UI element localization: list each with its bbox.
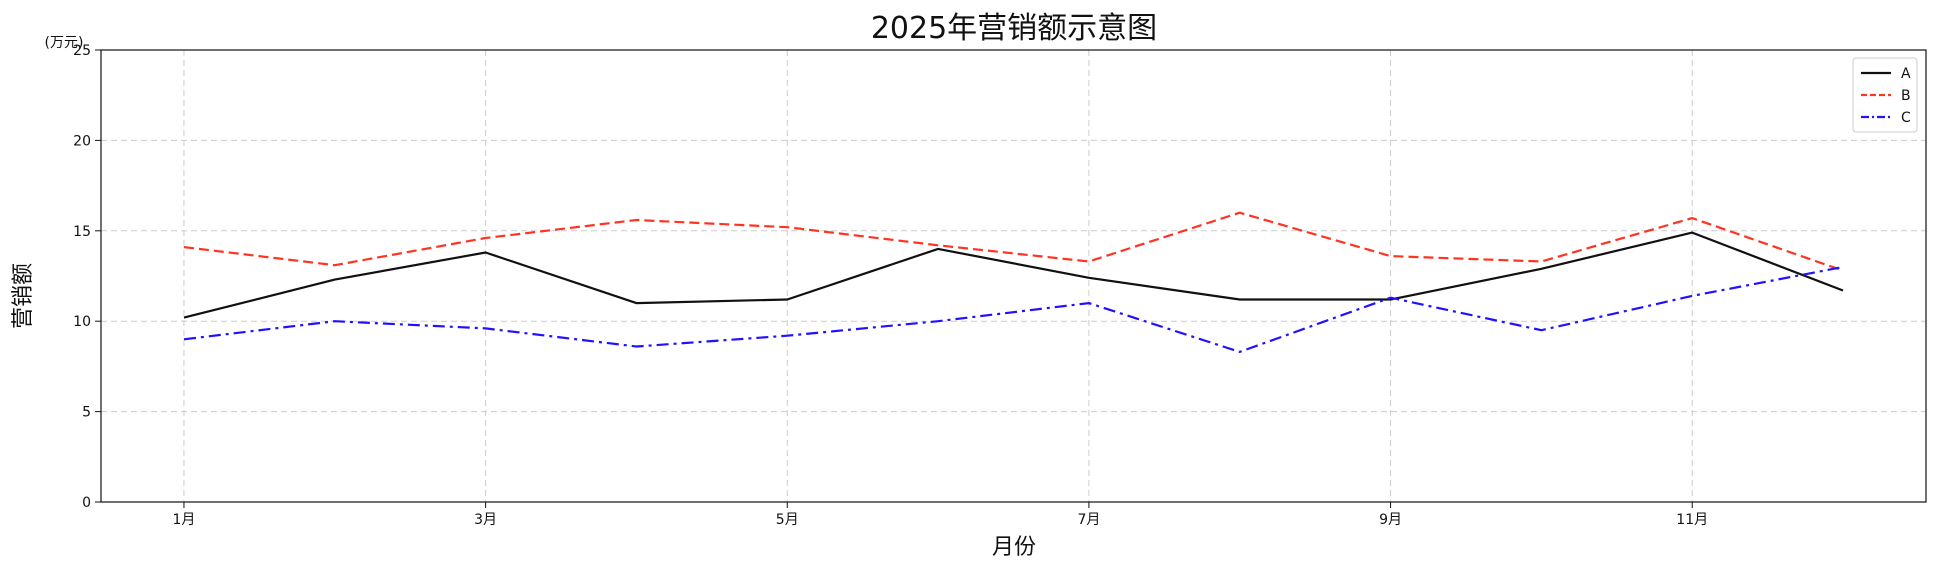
y-tick-label: 25 <box>73 43 91 59</box>
x-tick-label: 3月 <box>474 512 497 528</box>
chart-title: 2025年营销额示意图 <box>871 11 1157 46</box>
grid <box>101 49 1926 503</box>
plot-area-frame <box>100 49 1927 503</box>
x-tick-label: 11月 <box>1676 512 1708 528</box>
y-tick-label: 0 <box>82 495 91 511</box>
series-line-a <box>183 231 1844 319</box>
y-tick-label: 15 <box>73 224 91 240</box>
axis-ticks: 0 5 10 15 20 25 1月 3月 5月 7月 9月 11月 <box>73 43 1708 528</box>
y-axis-label: 营销额 <box>11 263 36 329</box>
y-tick-label: 20 <box>73 133 91 149</box>
legend-label-b: B <box>1901 88 1911 104</box>
legend: ABC <box>1852 57 1918 133</box>
series-lines <box>183 211 1844 353</box>
x-tick-label: 5月 <box>776 512 799 528</box>
y-unit-label: (万元) <box>45 35 84 51</box>
x-tick-label: 7月 <box>1077 512 1100 528</box>
x-tick-label: 1月 <box>172 512 195 528</box>
y-tick-label: 10 <box>73 314 91 330</box>
series-line-b <box>183 211 1844 272</box>
series-line-c <box>183 265 1844 353</box>
x-axis-label: 月份 <box>992 535 1036 560</box>
legend-label-a: A <box>1901 66 1911 82</box>
y-tick-label: 5 <box>82 405 91 421</box>
legend-label-c: C <box>1901 110 1911 126</box>
x-tick-label: 9月 <box>1379 512 1402 528</box>
